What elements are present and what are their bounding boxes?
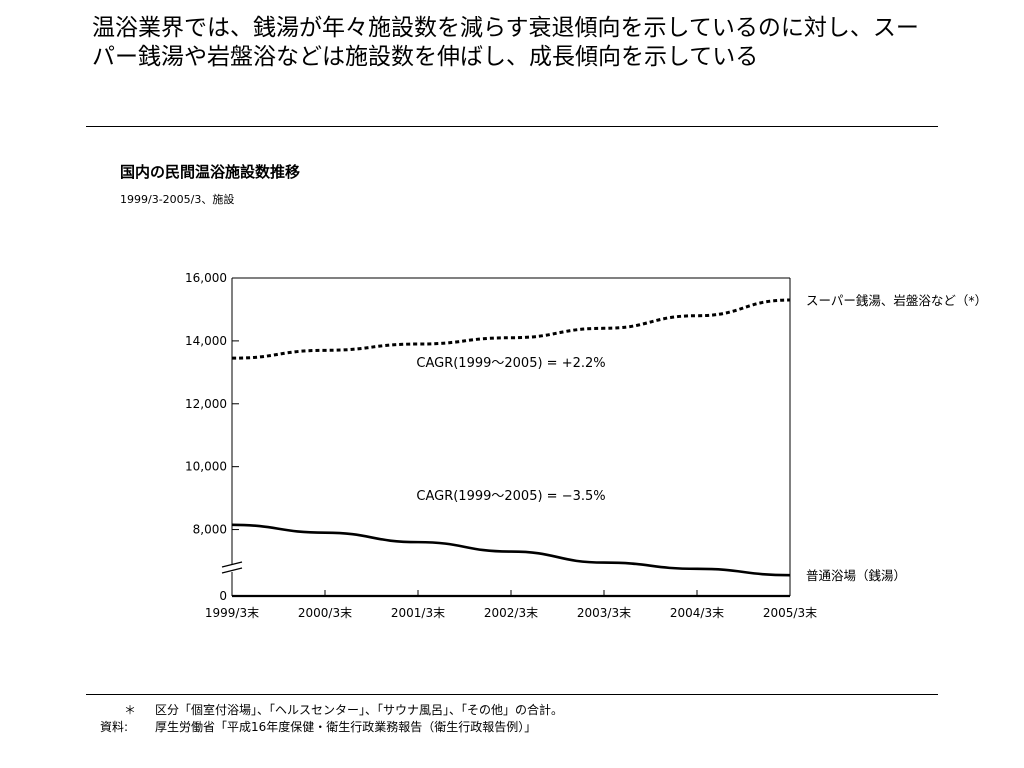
x-tick-label: 2004/3末 [670,606,724,620]
top-divider [86,126,938,127]
series-label: 普通浴場（銭湯） [806,568,906,583]
chart-title: 国内の民間温浴施設数推移 [120,163,301,181]
chart-subtitle: 1999/3-2005/3、施設 [120,193,235,206]
x-tick-label: 2001/3末 [391,606,445,620]
x-tick-label: 2000/3末 [298,606,352,620]
source-text: 厚生労働省「平成16年度保健・衛生行政業務報告（衛生行政報告例）」 [155,720,537,734]
x-tick-label: 2002/3末 [484,606,538,620]
x-tick-label: 2005/3末 [763,606,817,620]
footnote-text: 区分「個室付浴場」、「ヘルスセンター」、「サウナ風呂」、「その他」の合計。 [155,703,564,717]
x-tick-label: 2003/3末 [577,606,631,620]
cagr-annotation: CAGR(1999〜2005) = +2.2% [416,356,605,371]
y-tick-label: 8,000 [193,523,227,537]
headline: 温浴業界では、銭湯が年々施設数を減らす衰退傾向を示しているのに対し、スーパー銭湯… [92,15,919,70]
axis-break-mark [221,567,243,574]
source-label: 資料: [100,720,129,734]
series-line-2 [231,523,791,577]
y-tick-label: 16,000 [185,271,227,285]
y-tick-label: 10,000 [185,460,227,474]
series-line-1 [231,298,791,360]
axis-break-mark [221,561,243,568]
bottom-divider [86,694,938,695]
x-tick-label: 1999/3末 [205,606,259,620]
series-label: スーパー銭湯、岩盤浴など（*） [806,293,987,308]
cagr-annotation: CAGR(1999〜2005) = −3.5% [416,489,605,504]
y-tick-label: 14,000 [185,334,227,348]
y-tick-label: 12,000 [185,397,227,411]
y-tick-label: 0 [219,589,227,603]
footnote-marker: ＊ [124,703,137,717]
